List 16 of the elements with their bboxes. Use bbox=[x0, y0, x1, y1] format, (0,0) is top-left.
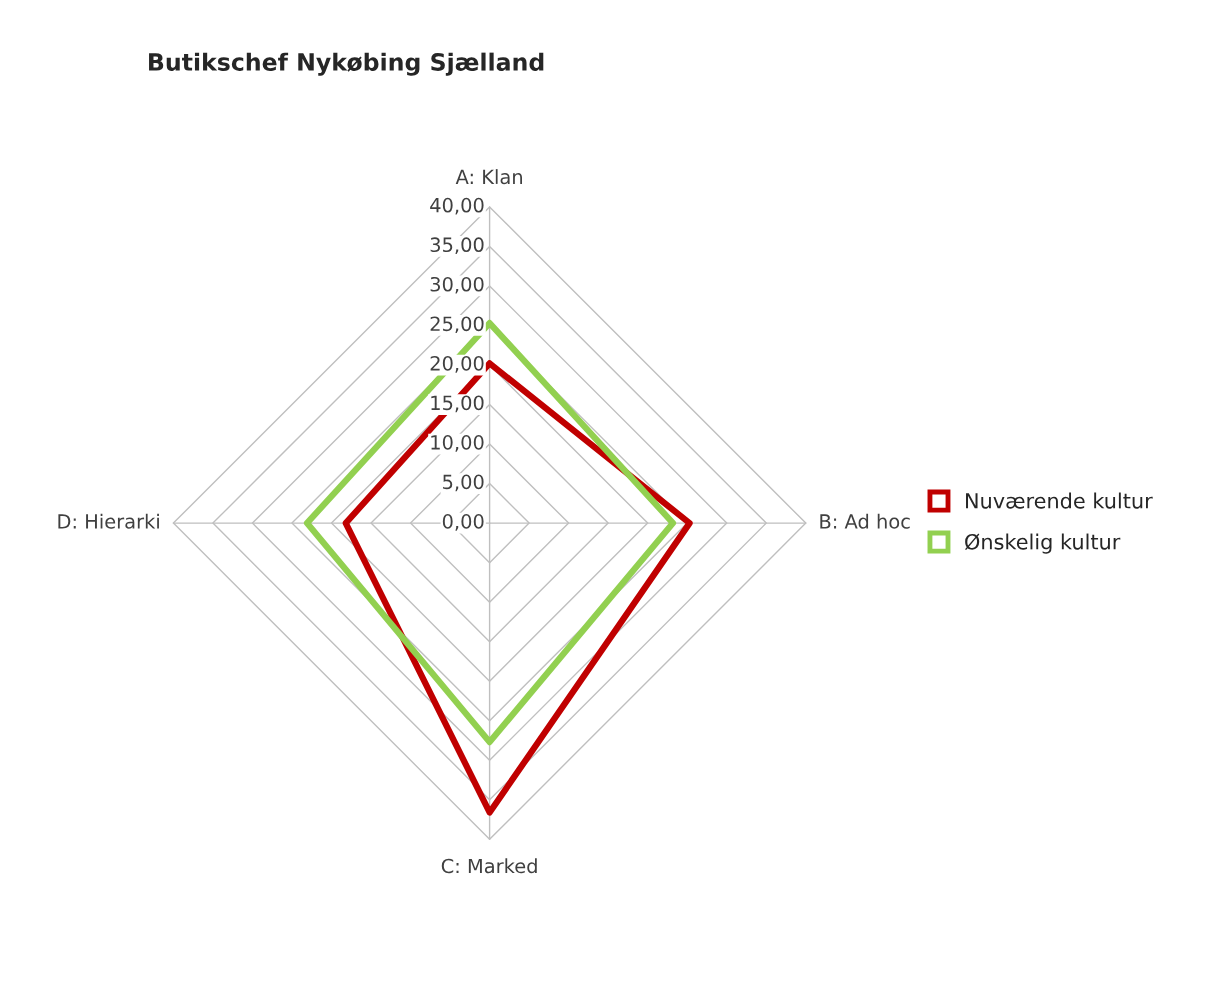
spoke-label: D: Hierarki bbox=[58, 513, 159, 529]
spoke-label: C: Marked bbox=[441, 858, 537, 874]
y-tick-label: 15,00 bbox=[431, 395, 484, 413]
y-tick-label: 5,00 bbox=[443, 474, 484, 492]
y-tick-label: 0,00 bbox=[442, 514, 484, 531]
y-tick-label: 20,00 bbox=[430, 355, 484, 373]
chart-title: Butikschef Nykøbing Sjælland bbox=[149, 52, 544, 76]
spoke-label: A: Klan bbox=[455, 169, 522, 185]
y-tick-label: 25,00 bbox=[430, 316, 484, 334]
y-tick-label: 10,00 bbox=[431, 434, 484, 452]
legend-label: Nuværende kultur bbox=[966, 492, 1153, 509]
y-tick-label: 30,00 bbox=[430, 276, 484, 294]
y-tick-label: 40,00 bbox=[430, 197, 484, 215]
y-tick-label: 35,00 bbox=[430, 237, 484, 255]
legend-label: Ønskelig kultur bbox=[965, 533, 1121, 554]
spoke-label: B: Ad hoc bbox=[820, 513, 910, 529]
